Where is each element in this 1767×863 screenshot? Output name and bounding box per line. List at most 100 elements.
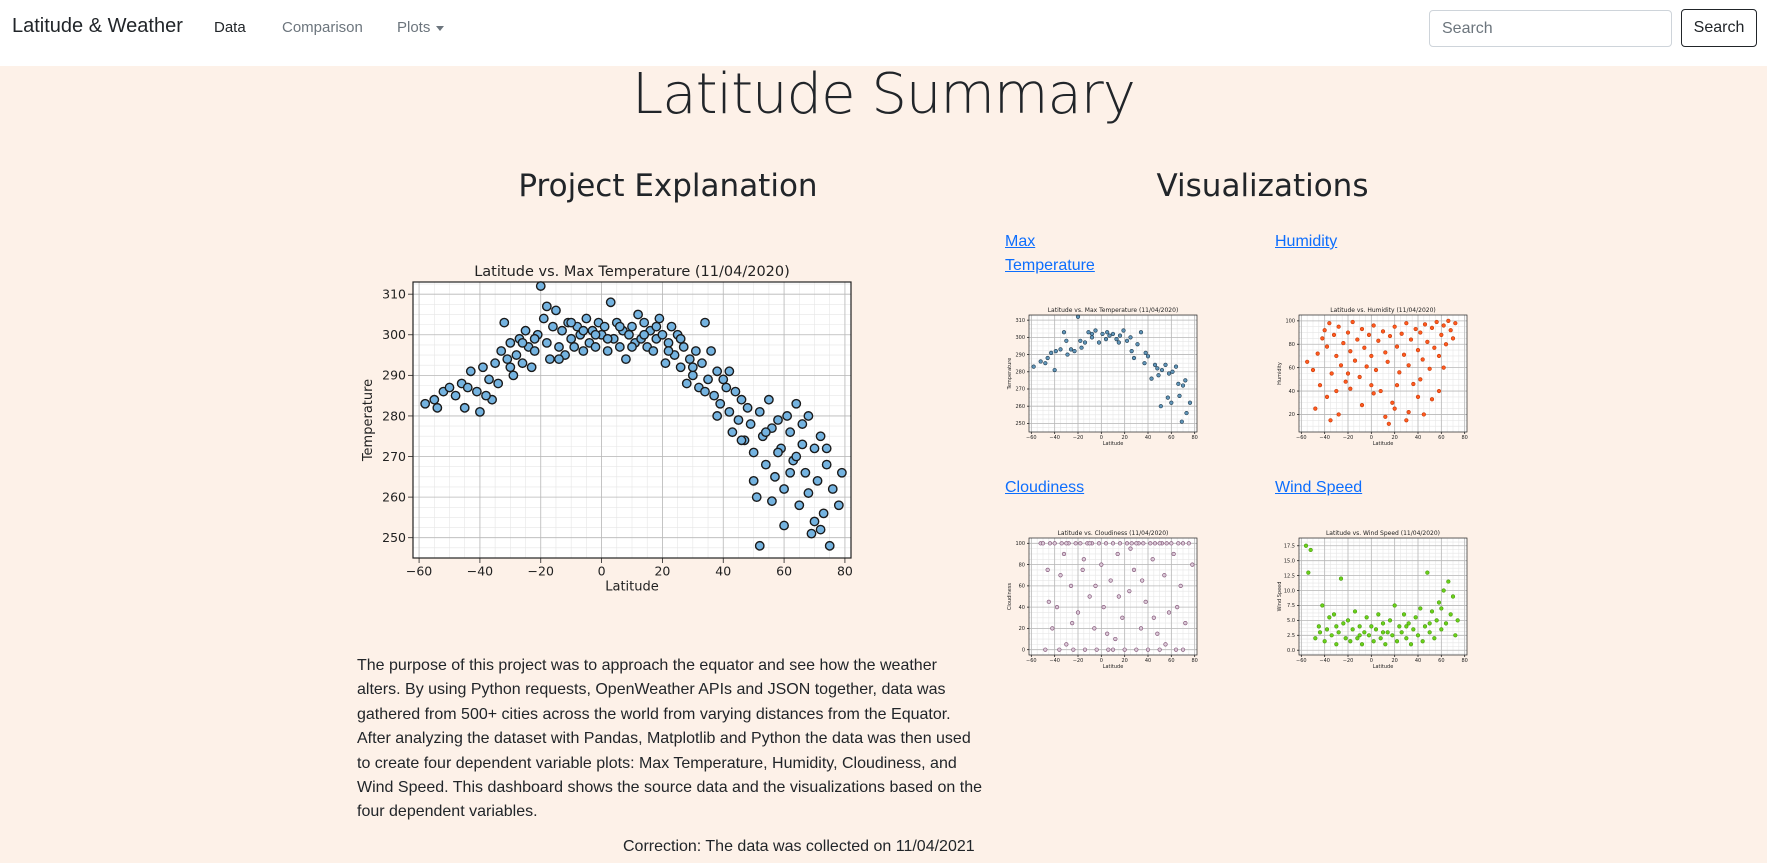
chart-4-point <box>1390 633 1395 638</box>
chart-1-point <box>1096 340 1102 345</box>
chart-1-x-tick-label: −60 <box>1026 435 1037 441</box>
chart-0-point <box>499 317 510 328</box>
chart-2-point <box>1348 349 1353 354</box>
navbar-brand[interactable]: Latitude & Weather <box>12 15 183 37</box>
chart-1-x-tick-label: −20 <box>1073 435 1084 441</box>
chart-0-point <box>754 406 765 417</box>
chart-2-point <box>1362 345 1367 350</box>
chart-0-point <box>733 415 744 425</box>
chart-3-point <box>1138 626 1144 631</box>
chart-0-point <box>763 394 774 405</box>
chart-4-point <box>1404 636 1409 641</box>
cloudiness-link[interactable]: Cloudiness <box>1005 479 1085 496</box>
chart-0-point <box>791 398 802 409</box>
chart-0-point <box>700 386 710 397</box>
cloudiness-thumbnail[interactable]: −60 −40 −20 0 20 40 60 80 0 20 40 60 80 100 Latitude v… <box>1005 523 1205 673</box>
chart-2-y-tick-label: 20 <box>1289 412 1295 418</box>
chart-3-point <box>1046 599 1051 604</box>
chart-1-point <box>1138 330 1144 335</box>
chart-2-point <box>1418 377 1423 382</box>
chart-4-point <box>1439 627 1444 632</box>
chart-0-point <box>633 309 643 320</box>
chart-0-point <box>627 321 637 332</box>
chart-0-title: Latitude vs. Max Temperature (11/04/2020… <box>474 264 790 280</box>
nav-link-data[interactable]: Data <box>214 19 246 36</box>
max-temperature-link[interactable]: Max Temperature <box>1005 233 1095 274</box>
chart-2-point <box>1411 381 1416 387</box>
chart-3-point <box>1047 541 1053 546</box>
search-button[interactable]: Search <box>1681 9 1757 47</box>
chart-3-point <box>1092 626 1097 631</box>
chart-2-point <box>1329 371 1334 376</box>
chart-2-point <box>1415 347 1421 353</box>
chart-3-x-label: Latitude <box>1103 664 1124 670</box>
chart-2-point <box>1387 333 1393 339</box>
chart-0-point <box>657 329 668 340</box>
chart-0-point <box>660 358 671 369</box>
chart-1-y-tick-label: 260 <box>1015 404 1025 410</box>
chart-0-point <box>602 346 613 356</box>
chart-3-point <box>1080 567 1085 573</box>
chart-4-point <box>1364 615 1369 620</box>
chart-3-x-tick-label: 60 <box>1168 658 1174 664</box>
chart-4-x-tick-label: −60 <box>1296 658 1307 664</box>
humidity-thumbnail[interactable]: −60 −40 −20 0 20 40 60 80 20 40 60 80 100 Latitude vs… <box>1275 300 1475 450</box>
max-temperature-thumbnail[interactable]: −60 −40 −20 0 20 40 60 80 250 260 270 280 290 300 310 L… <box>1005 300 1205 450</box>
chart-0-x-tick-label: 80 <box>837 564 853 579</box>
chart-3-point <box>1071 647 1076 652</box>
chart-4-point <box>1429 609 1435 614</box>
chart-2-point <box>1436 353 1442 359</box>
chart-4-frame <box>1298 537 1468 656</box>
chart-3-y-tick-label: 80 <box>1019 562 1025 568</box>
chart-0-point <box>432 402 443 413</box>
chart-1-point <box>1089 335 1095 340</box>
chart-0-frame <box>412 281 852 559</box>
chart-3-point <box>1110 541 1116 546</box>
chart-0-point <box>709 390 720 401</box>
chart-3-point <box>1094 647 1099 652</box>
chart-1-point <box>1064 338 1069 343</box>
chart-1-point <box>1043 361 1048 366</box>
chart-0-point <box>706 346 716 356</box>
chart-4-y-tick-label: 0.0 <box>1287 648 1295 654</box>
chart-0-point <box>465 366 476 377</box>
chart-0-point <box>475 406 485 417</box>
chart-2-x-tick-label: 20 <box>1391 435 1397 441</box>
search-input[interactable] <box>1429 10 1672 47</box>
chart-2-point <box>1450 336 1456 341</box>
chart-0-point <box>760 427 771 438</box>
nav-link-comparison[interactable]: Comparison <box>282 19 363 36</box>
chart-2-y-label: Humidity <box>1277 362 1283 385</box>
chart-3-point <box>1052 541 1057 546</box>
chart-2-point <box>1420 357 1425 362</box>
chart-0-point <box>782 411 793 421</box>
wind-speed-link[interactable]: Wind Speed <box>1275 479 1363 496</box>
wind-speed-thumbnail[interactable]: −60 −40 −20 0 20 40 60 80 0.0 2.5 5.0 7.5 10.0 12.5 15… <box>1275 523 1475 673</box>
chart-0-point <box>678 342 689 352</box>
chart-0-point <box>800 467 811 478</box>
chart-0-point <box>569 342 580 352</box>
chart-0-point <box>690 346 701 356</box>
chart-4-point <box>1336 630 1341 635</box>
chart-2-point <box>1441 365 1446 370</box>
chart-1-point <box>1049 350 1054 355</box>
chart-2-point <box>1369 383 1374 388</box>
chart-3-point <box>1068 583 1074 588</box>
chart-3-point <box>1148 541 1153 546</box>
chart-0-point <box>484 374 494 385</box>
chart-4-y-tick-label: 17.5 <box>1284 544 1295 550</box>
chart-1-point <box>1183 378 1188 383</box>
humidity-link[interactable]: Humidity <box>1275 233 1338 250</box>
chart-0-point <box>779 520 789 531</box>
chart-0-x-tick-label: 0 <box>598 564 606 579</box>
chart-2-point <box>1315 351 1320 356</box>
nav-dropdown-plots[interactable]: Plots <box>397 19 445 36</box>
chart-4-point <box>1422 624 1428 629</box>
chart-4-point <box>1350 627 1355 632</box>
chart-2-point <box>1334 388 1339 394</box>
chart-4-point <box>1306 570 1311 575</box>
chart-4-point <box>1397 624 1402 629</box>
chart-3-y-tick-label: 0 <box>1022 647 1025 653</box>
chart-0-y-tick-label: 300 <box>382 327 406 342</box>
chart-0-point <box>590 329 601 340</box>
